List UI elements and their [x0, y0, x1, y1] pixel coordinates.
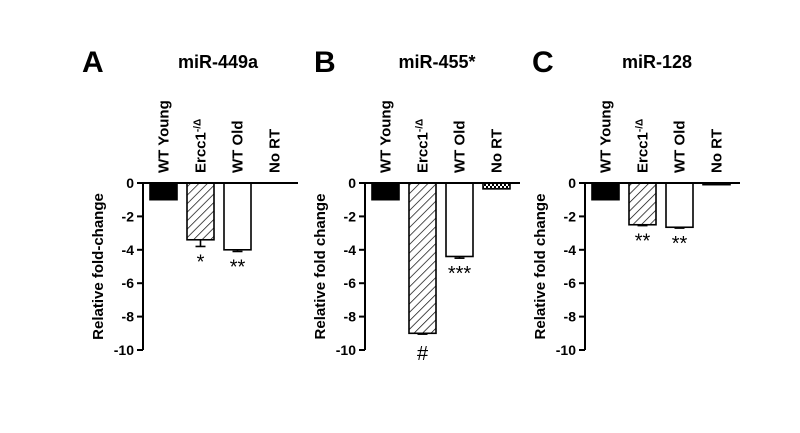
category-label: No RT	[709, 129, 726, 173]
y-tick-label: -10	[556, 342, 576, 358]
category-label-base: Ercc1	[193, 132, 210, 173]
y-tick-label: -10	[336, 342, 356, 358]
category-label: Ercc1-/Δ	[192, 119, 210, 173]
category-label: WT Young	[378, 100, 395, 173]
y-axis-label: Relative fold-change	[90, 193, 107, 340]
significance-marker: *	[197, 251, 205, 273]
y-tick-label: -2	[122, 208, 135, 224]
category-label-base: Ercc1	[635, 132, 652, 173]
significance-marker: **	[672, 233, 688, 255]
category-label-superscript: -/Δ	[414, 119, 425, 132]
y-tick-label: -8	[564, 309, 577, 325]
bar-2	[628, 182, 657, 226]
category-label-base: Ercc1	[415, 132, 432, 173]
panel-title: miR-128	[622, 52, 692, 72]
significance-marker: ***	[448, 263, 472, 285]
category-label-superscript: -/Δ	[634, 119, 645, 132]
category-label: Ercc1-/Δ	[634, 119, 652, 173]
bar-3	[665, 182, 694, 229]
y-tick-label: -6	[564, 275, 577, 291]
y-tick-label: -6	[344, 275, 357, 291]
panel-letter: B	[314, 46, 336, 79]
y-tick-label: -8	[122, 309, 135, 325]
y-tick-label: 0	[126, 175, 134, 191]
bar-2	[408, 182, 437, 335]
panel-title: miR-455*	[398, 52, 475, 72]
category-label: No RT	[267, 129, 284, 173]
category-label: No RT	[489, 129, 506, 173]
y-axis-label: Relative fold change	[312, 194, 329, 340]
category-label: Ercc1-/Δ	[414, 119, 432, 173]
significance-marker: #	[417, 343, 429, 365]
category-label: WT Young	[598, 100, 615, 173]
bar-3	[445, 182, 474, 258]
y-axis-label: Relative fold change	[532, 194, 549, 340]
y-tick-label: 0	[568, 175, 576, 191]
y-tick-label: -2	[344, 208, 357, 224]
y-tick-label: -6	[122, 275, 135, 291]
significance-marker: **	[635, 231, 651, 253]
bar-1	[591, 182, 620, 201]
y-tick-label: -4	[564, 242, 577, 258]
category-label: WT Old	[672, 121, 689, 174]
y-tick-label: -4	[344, 242, 357, 258]
category-label: WT Young	[156, 100, 173, 173]
bar-3	[223, 182, 252, 251]
category-label: WT Old	[230, 121, 247, 174]
bar-2	[186, 182, 215, 241]
category-label: WT Old	[452, 121, 469, 174]
panel-letter: A	[82, 46, 104, 79]
y-tick-label: -2	[564, 208, 577, 224]
y-tick-label: -8	[344, 309, 357, 325]
bar-1	[149, 182, 178, 201]
significance-marker: **	[230, 256, 246, 278]
y-tick-label: -4	[122, 242, 135, 258]
bar-1	[371, 182, 400, 201]
panel-letter: C	[532, 46, 554, 79]
y-tick-label: -10	[114, 342, 134, 358]
category-label-superscript: -/Δ	[192, 119, 203, 132]
y-tick-label: 0	[348, 175, 356, 191]
panel-title: miR-449a	[178, 52, 259, 72]
